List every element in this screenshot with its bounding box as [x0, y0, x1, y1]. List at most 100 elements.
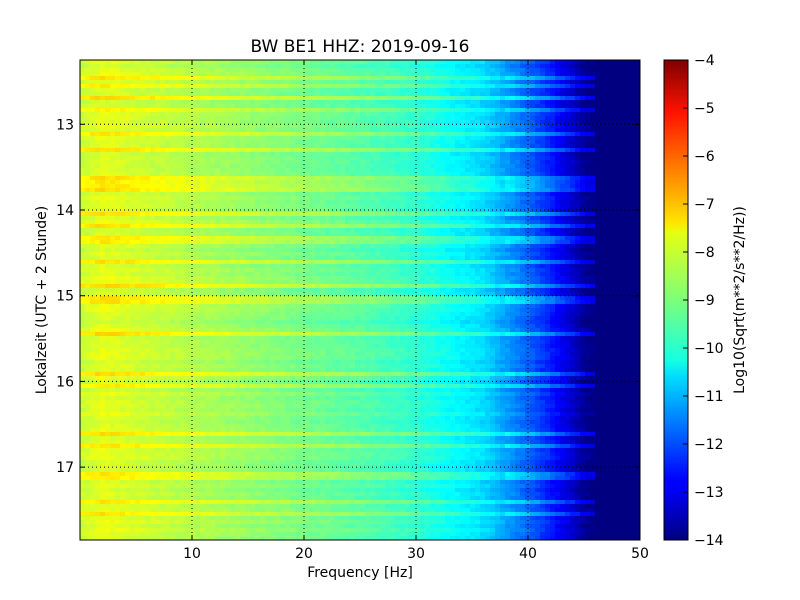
heatmap-cell — [190, 152, 196, 157]
heatmap-cell — [120, 152, 126, 157]
heatmap-cell — [140, 116, 146, 121]
heatmap-cell — [320, 148, 326, 153]
heatmap-cell — [240, 208, 246, 213]
heatmap-cell — [595, 180, 601, 185]
heatmap-cell — [185, 236, 191, 241]
heatmap-cell — [335, 68, 341, 73]
heatmap-cell — [455, 116, 461, 121]
heatmap-cell — [320, 212, 326, 217]
heatmap-cell — [225, 84, 231, 89]
heatmap-cell — [450, 136, 456, 141]
heatmap-cell — [135, 84, 141, 89]
heatmap-cell — [510, 96, 516, 101]
heatmap-cell — [530, 184, 536, 189]
heatmap-cell — [250, 68, 256, 73]
heatmap-cell — [460, 104, 466, 109]
heatmap-cell — [600, 204, 606, 209]
heatmap-cell — [450, 196, 456, 201]
heatmap-cell — [395, 184, 401, 189]
heatmap-cell — [325, 216, 331, 221]
heatmap-cell — [450, 132, 456, 137]
heatmap-cell — [175, 100, 181, 105]
heatmap-cell — [480, 68, 486, 73]
heatmap-cell — [590, 200, 596, 205]
heatmap-cell — [525, 180, 531, 185]
heatmap-cell — [300, 136, 306, 141]
heatmap-cell — [205, 108, 211, 113]
heatmap-cell — [500, 64, 506, 69]
heatmap-cell — [95, 232, 101, 237]
heatmap-cell — [315, 156, 321, 161]
heatmap-cell — [295, 220, 301, 225]
heatmap-cell — [465, 128, 471, 133]
heatmap-cell — [180, 136, 186, 141]
heatmap-cell — [400, 156, 406, 161]
heatmap-cell — [420, 100, 426, 105]
heatmap-cell — [250, 84, 256, 89]
heatmap-cell — [485, 220, 491, 225]
heatmap-cell — [120, 68, 126, 73]
heatmap-cell — [415, 184, 421, 189]
heatmap-cell — [180, 228, 186, 233]
heatmap-cell — [605, 204, 611, 209]
heatmap-cell — [275, 128, 281, 133]
heatmap-cell — [520, 212, 526, 217]
heatmap-cell — [410, 144, 416, 149]
heatmap-cell — [125, 208, 131, 213]
heatmap-cell — [585, 92, 591, 97]
heatmap-cell — [450, 160, 456, 165]
heatmap-cell — [395, 216, 401, 221]
heatmap-cell — [230, 200, 236, 205]
heatmap-cell — [480, 208, 486, 213]
heatmap-cell — [80, 144, 86, 149]
heatmap-cell — [495, 112, 501, 117]
heatmap-cell — [80, 116, 86, 121]
heatmap-cell — [330, 160, 336, 165]
heatmap-cell — [305, 176, 311, 181]
heatmap-cell — [450, 164, 456, 169]
heatmap-cell — [200, 196, 206, 201]
heatmap-cell — [275, 152, 281, 157]
heatmap-cell — [530, 180, 536, 185]
heatmap-cell — [170, 188, 176, 193]
heatmap-cell — [530, 64, 536, 69]
heatmap-cell — [510, 184, 516, 189]
heatmap-cell — [420, 228, 426, 233]
heatmap-cell — [230, 68, 236, 73]
heatmap-cell — [515, 176, 521, 181]
heatmap-cell — [345, 184, 351, 189]
heatmap-cell — [610, 212, 616, 217]
heatmap-cell — [255, 104, 261, 109]
heatmap-cell — [130, 200, 136, 205]
heatmap-cell — [170, 180, 176, 185]
heatmap-cell — [550, 116, 556, 121]
heatmap-cell — [255, 188, 261, 193]
heatmap-cell — [300, 80, 306, 85]
heatmap-cell — [155, 160, 161, 165]
heatmap-cell — [80, 176, 86, 181]
heatmap-cell — [85, 104, 91, 109]
heatmap-cell — [445, 216, 451, 221]
heatmap-cell — [475, 88, 481, 93]
heatmap-cell — [345, 212, 351, 217]
heatmap-cell — [595, 148, 601, 153]
heatmap-cell — [510, 80, 516, 85]
heatmap-cell — [445, 196, 451, 201]
heatmap-cell — [130, 100, 136, 105]
heatmap-cell — [530, 108, 536, 113]
heatmap-cell — [285, 204, 291, 209]
heatmap-cell — [120, 108, 126, 113]
heatmap-cell — [405, 96, 411, 101]
heatmap-cell — [230, 188, 236, 193]
heatmap-cell — [565, 224, 571, 229]
heatmap-cell — [540, 136, 546, 141]
heatmap-cell — [520, 136, 526, 141]
heatmap-cell — [510, 68, 516, 73]
heatmap-cell — [205, 192, 211, 197]
heatmap-cell — [310, 72, 316, 77]
heatmap-cell — [120, 188, 126, 193]
heatmap-cell — [440, 232, 446, 237]
heatmap-cell — [445, 128, 451, 133]
heatmap-cell — [145, 188, 151, 193]
heatmap-cell — [180, 200, 186, 205]
